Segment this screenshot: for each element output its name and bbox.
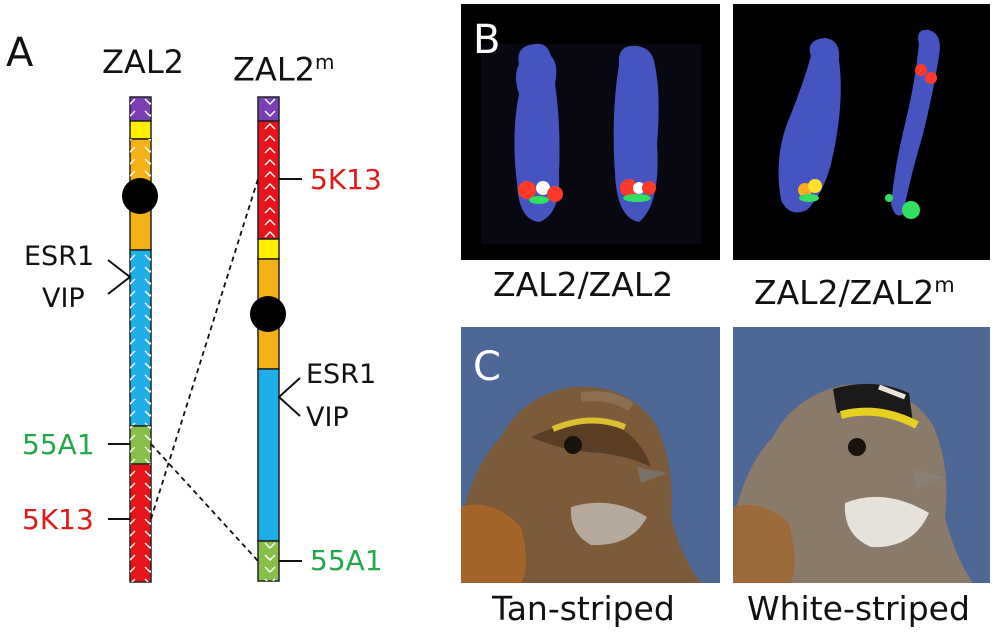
zal2-chromosome <box>122 96 158 583</box>
photo-tan-striped-sparrow <box>461 327 720 583</box>
photo-white-striped-sparrow <box>733 327 990 583</box>
panel-c-label: C <box>473 344 501 390</box>
zal2-marker-55a1: 55A1 <box>22 428 95 461</box>
zal2m-centromere <box>250 296 286 332</box>
inversion-line-5k13 <box>150 178 259 520</box>
caption-white-striped: White-striped <box>747 589 970 628</box>
caption-fish-heterozygous: ZAL2/ZAL2m <box>754 273 955 312</box>
zal2-marker-5k13: 5K13 <box>22 503 94 536</box>
zal2m-gene-esr1: ESR1 <box>306 359 377 390</box>
zal2m-gene-bracket <box>277 377 301 417</box>
zal2m-gene-vip: VIP <box>306 402 349 433</box>
caption-fish-homozygous: ZAL2/ZAL2 <box>493 265 674 304</box>
fish-image-heterozygous <box>733 4 990 260</box>
zal2-gene-esr1: ESR1 <box>24 241 95 272</box>
zal2-gene-vip: VIP <box>42 283 85 314</box>
fish-image-homozygous <box>461 4 720 260</box>
zal2-centromere <box>122 178 158 214</box>
inversion-line-55a1 <box>150 443 259 562</box>
caption-tan-striped: Tan-striped <box>492 589 675 628</box>
panel-b-label: B <box>473 17 501 63</box>
zal2m-yellow-band <box>257 238 280 260</box>
panel-a-label: A <box>6 30 34 76</box>
zal2-title: ZAL2 <box>102 43 184 81</box>
zal2m-marker-55a1: 55A1 <box>310 544 383 577</box>
zal2m-chromosome <box>250 96 286 582</box>
zal2m-marker-5k13: 5K13 <box>310 163 382 196</box>
zal2-gene-bracket <box>107 259 132 295</box>
zal2m-title: ZAL2m <box>233 50 335 89</box>
zal2-yellow-band <box>129 120 152 140</box>
zal2m-blue-band <box>257 368 280 542</box>
